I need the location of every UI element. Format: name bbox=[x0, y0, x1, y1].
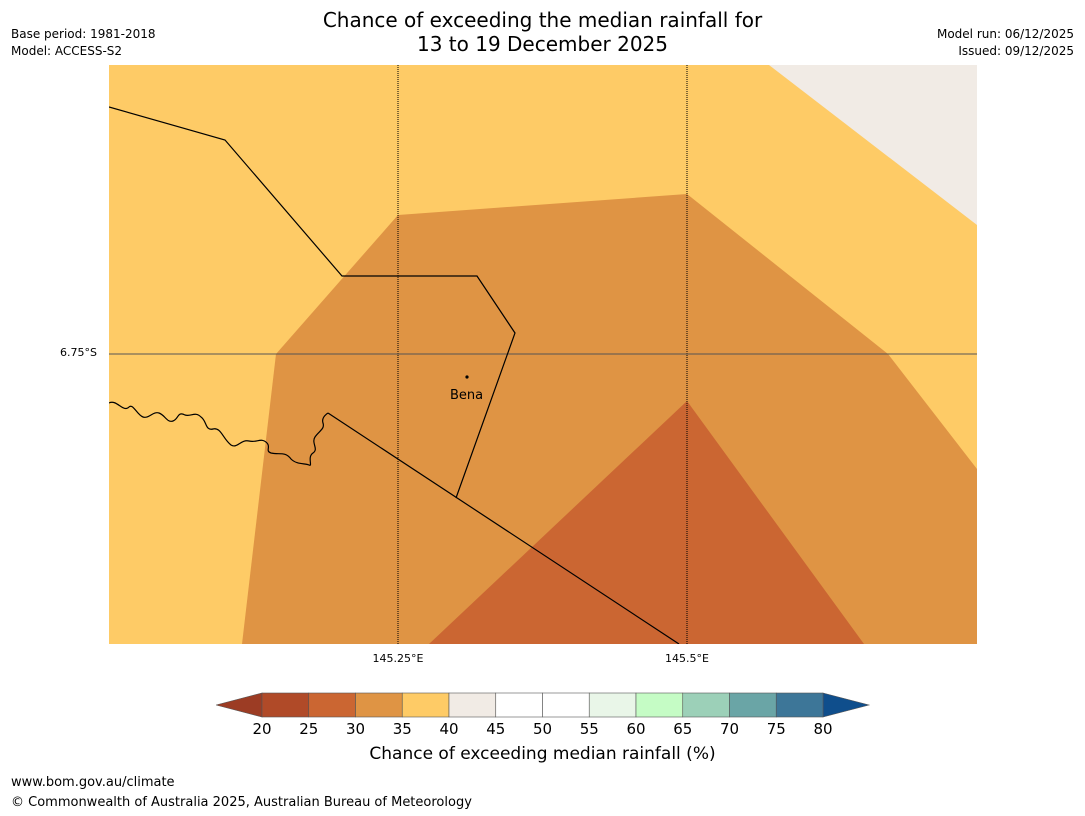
colorbar-segment bbox=[261, 692, 310, 718]
colorbar-tick-label: 55 bbox=[579, 720, 599, 738]
colorbar-segment bbox=[355, 692, 403, 718]
lat-label-6-75: 6.75°S bbox=[60, 346, 97, 359]
colorbar-tick-label: 80 bbox=[813, 720, 833, 738]
colorbar-over-arrow bbox=[822, 692, 871, 718]
colorbar-label: Chance of exceeding median rainfall (%) bbox=[369, 744, 716, 764]
town-marker-icon bbox=[465, 375, 469, 379]
town-label: Bena bbox=[450, 388, 484, 403]
colorbar-tick-label: 20 bbox=[252, 720, 272, 738]
colorbar-tick-label: 30 bbox=[345, 720, 366, 738]
province-boundary-north bbox=[109, 106, 516, 499]
title-line-1: Chance of exceeding the median rainfall … bbox=[322, 8, 763, 32]
meta-right: Model run: 06/12/2025 Issued: 09/12/2025 bbox=[937, 26, 1074, 60]
colorbar-tick-label: 65 bbox=[673, 720, 693, 738]
model-run: Model run: 06/12/2025 bbox=[936, 27, 1074, 41]
footer-url[interactable]: www.bom.gov.au/climate bbox=[11, 775, 175, 790]
colorbar-tick-label: 70 bbox=[719, 720, 740, 738]
footer-copyright: © Commonwealth of Australia 2025, Austra… bbox=[11, 795, 472, 810]
colorbar-tick-label: 45 bbox=[486, 720, 506, 738]
colorbar-segment bbox=[588, 692, 637, 718]
colorbar-tick-label: 35 bbox=[392, 720, 412, 738]
meta-left: Base period: 1981-2018 Model: ACCESS-S2 bbox=[11, 26, 156, 60]
colorbar-segment bbox=[729, 692, 777, 718]
coastline bbox=[109, 401, 329, 466]
colorbar-segment bbox=[682, 692, 730, 718]
zone-30-35-central bbox=[242, 194, 977, 644]
colorbar-segment bbox=[775, 692, 824, 718]
rainfall-map bbox=[109, 65, 977, 644]
base-period: Base period: 1981-2018 bbox=[11, 27, 156, 41]
title-line-2: 13 to 19 December 2025 bbox=[416, 32, 668, 56]
model-name: Model: ACCESS-S2 bbox=[11, 44, 123, 58]
colorbar-segment bbox=[448, 692, 497, 718]
lon-label-145-5: 145.5°E bbox=[665, 652, 709, 665]
issued-date: Issued: 09/12/2025 bbox=[958, 44, 1074, 58]
colorbar-segment bbox=[542, 692, 590, 718]
colorbar-tick-label: 75 bbox=[766, 720, 786, 738]
province-boundary-south bbox=[327, 412, 680, 644]
colorbar-tick-label: 40 bbox=[439, 720, 459, 738]
chart-title: Chance of exceeding the median rainfall … bbox=[0, 8, 1085, 56]
colorbar-segment bbox=[635, 692, 684, 718]
colorbar bbox=[216, 692, 871, 718]
zone-40-45-northeast bbox=[769, 65, 977, 225]
colorbar-tick-label: 50 bbox=[532, 720, 553, 738]
zone-25-30-south bbox=[429, 401, 864, 644]
colorbar-under-arrow bbox=[216, 692, 263, 718]
colorbar-segment bbox=[495, 692, 543, 718]
lon-label-145-25: 145.25°E bbox=[372, 652, 424, 665]
colorbar-segment bbox=[308, 692, 356, 718]
colorbar-segment bbox=[401, 692, 450, 718]
colorbar-tick-label: 60 bbox=[626, 720, 646, 738]
colorbar-tick-label: 25 bbox=[299, 720, 319, 738]
